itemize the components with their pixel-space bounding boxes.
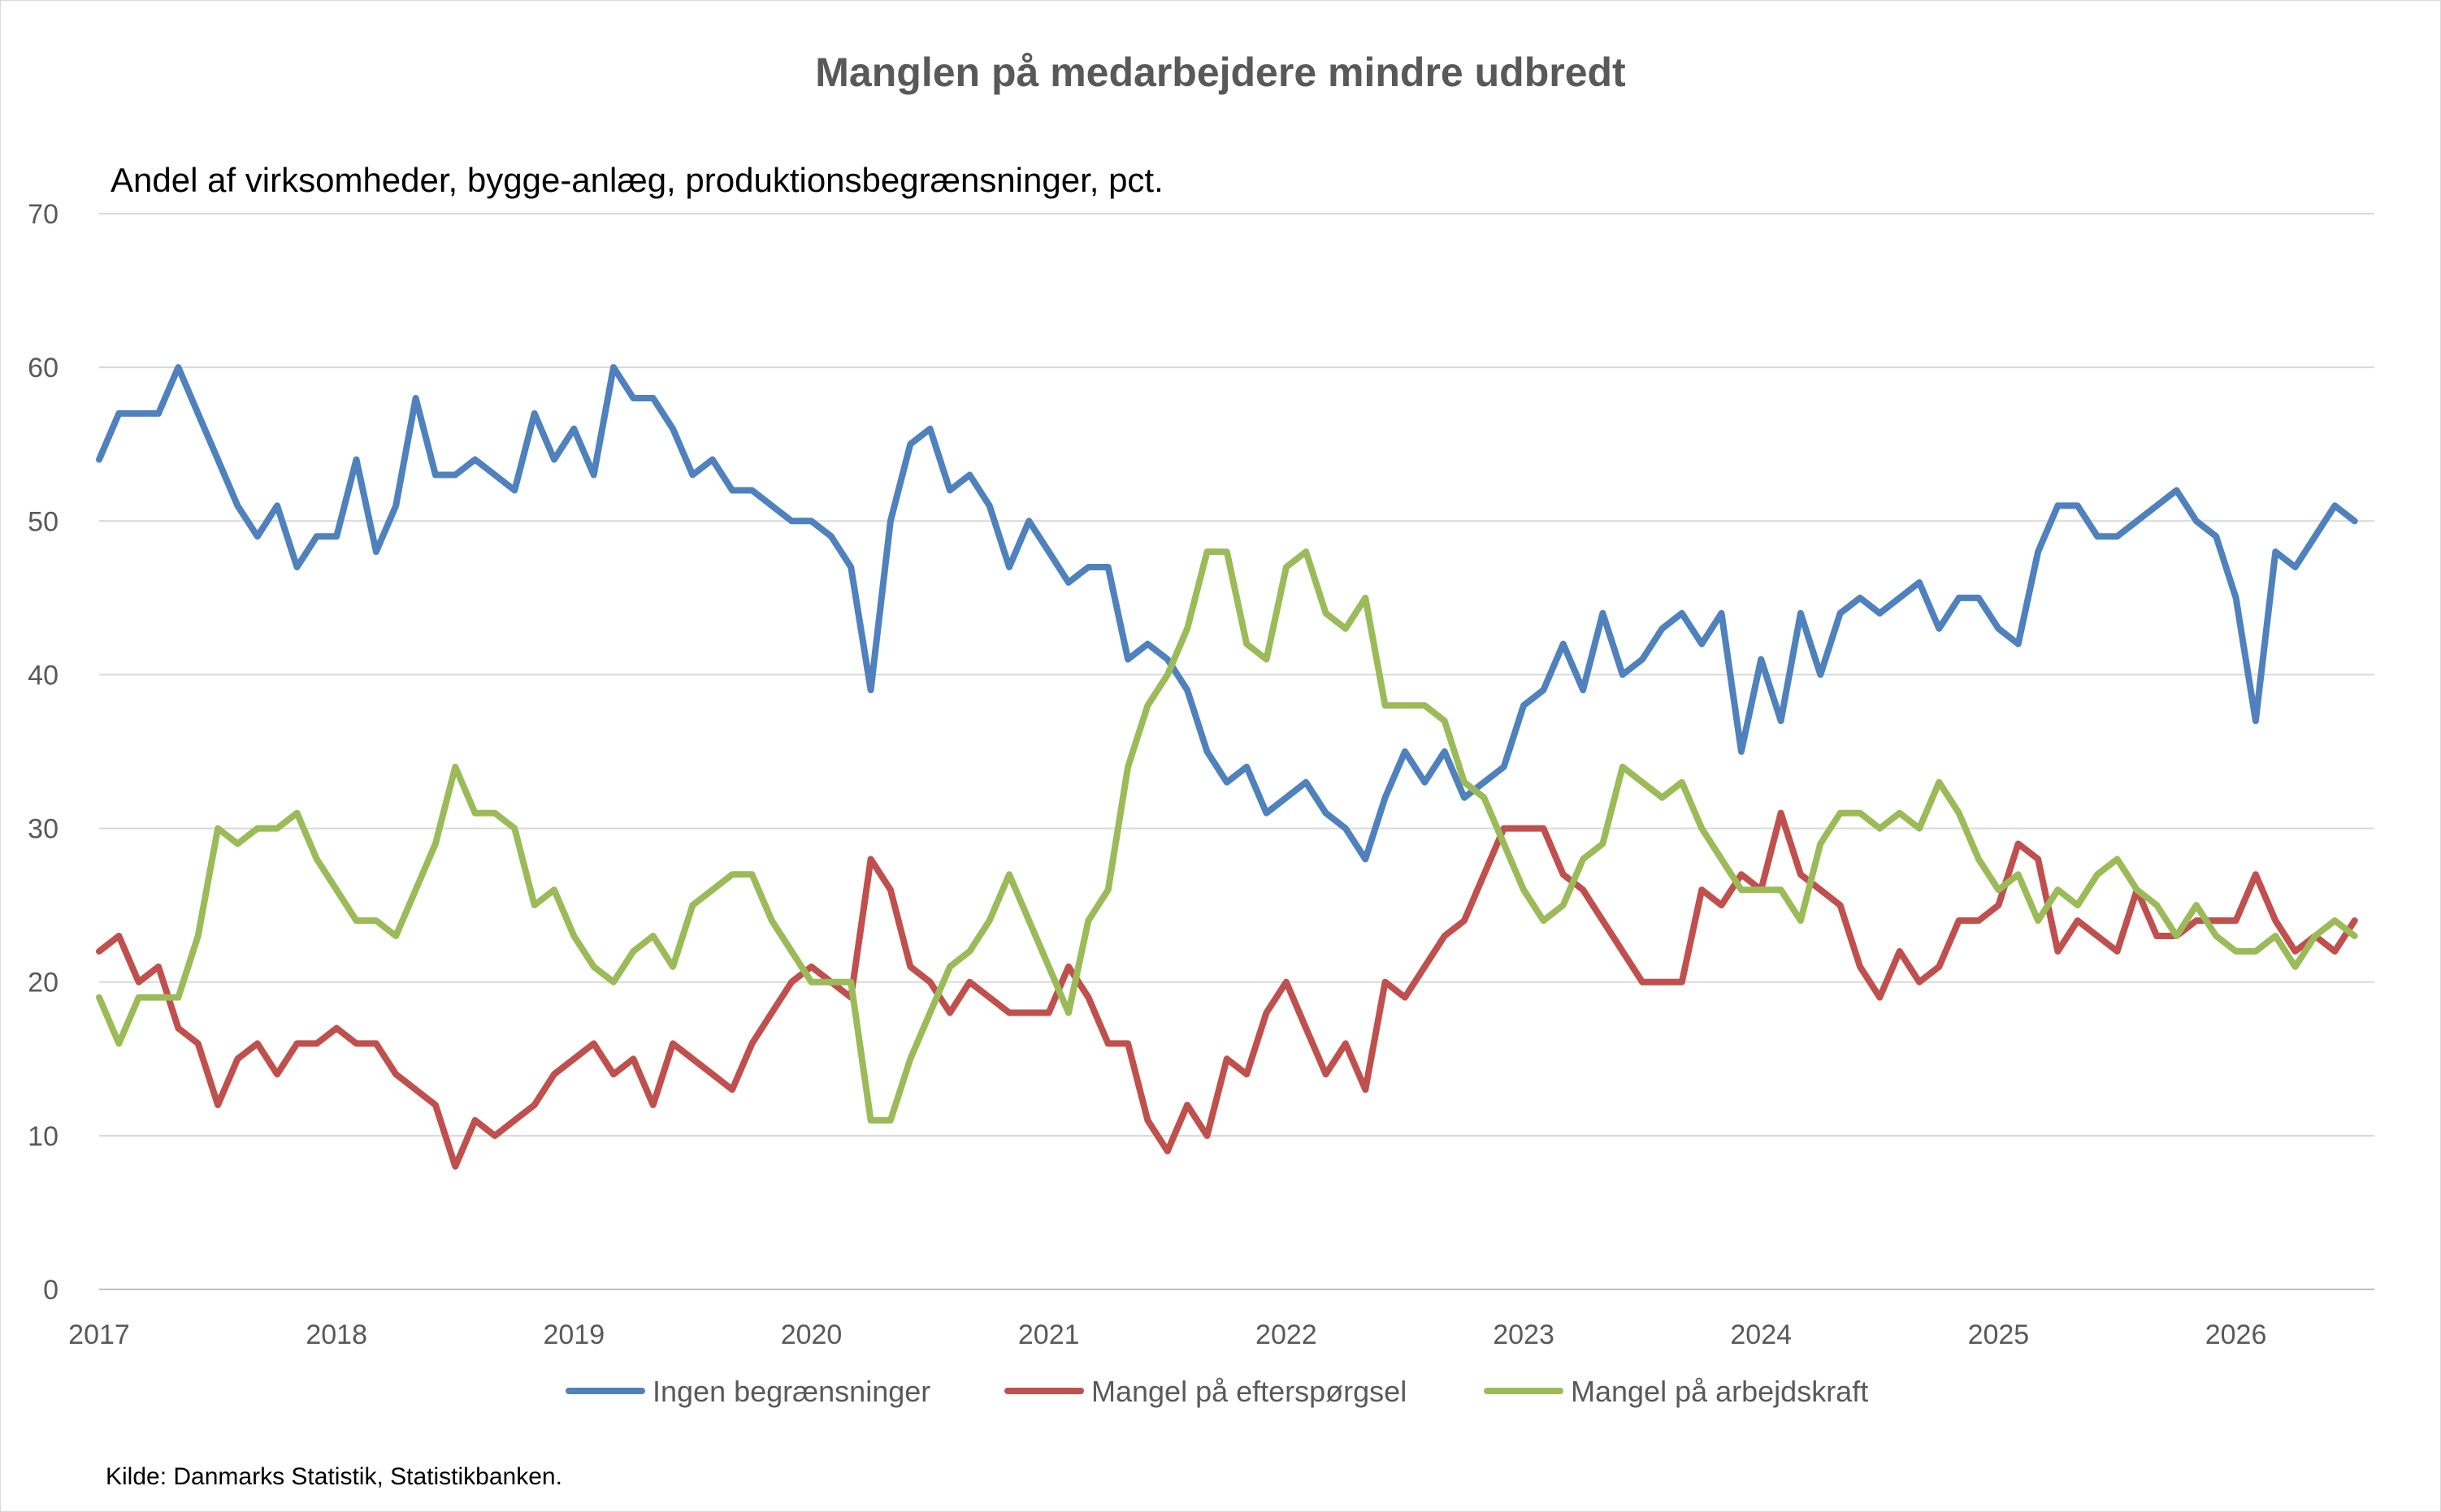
x-tick-label: 2026 xyxy=(2205,1319,2267,1350)
series-lines xyxy=(96,364,2358,1170)
x-tick-label: 2017 xyxy=(68,1319,130,1350)
y-tick-label: 10 xyxy=(28,1121,59,1152)
y-tick-label: 30 xyxy=(28,814,59,845)
legend: Ingen begrænsninger Mangel på efterspørgs… xyxy=(566,1375,1868,1408)
x-tick-label: 2022 xyxy=(1255,1319,1317,1350)
x-tick-label: 2025 xyxy=(1968,1319,2030,1350)
y-tick-label: 40 xyxy=(28,660,59,691)
legend-label-2: Mangel på efterspørgsel xyxy=(1091,1375,1407,1408)
axes: 0 10 20 30 40 50 60 70 2017 2018 2019 2020 2021 2022 2… xyxy=(28,199,2374,1350)
chart-title: Manglen på medarbejdere mindre udbredt xyxy=(815,50,1626,95)
legend-label-1: Ingen begrænsninger xyxy=(653,1375,930,1408)
x-tick-label: 2019 xyxy=(544,1319,605,1350)
x-tick-label: 2024 xyxy=(1730,1319,1792,1350)
y-tick-label: 0 xyxy=(43,1275,59,1306)
y-tick-label: 50 xyxy=(28,506,59,537)
x-tick-label: 2020 xyxy=(781,1319,843,1350)
x-tick-label: 2023 xyxy=(1493,1319,1554,1350)
series-line-1 xyxy=(96,364,2358,863)
series-line-3 xyxy=(96,548,2358,1124)
legend-label-3: Mangel på arbejdskraft xyxy=(1571,1375,1868,1408)
y-tick-label: 70 xyxy=(28,199,59,230)
y-tick-label: 20 xyxy=(28,968,59,999)
chart-subtitle: Andel af virksomheder, bygge-anlæg, prod… xyxy=(111,161,1164,199)
series-line-2 xyxy=(96,809,2358,1170)
x-tick-label: 2018 xyxy=(306,1319,367,1350)
y-tick-label: 60 xyxy=(28,353,59,383)
x-tick-label: 2021 xyxy=(1018,1319,1080,1350)
gridlines xyxy=(99,213,2374,1137)
source-note: Kilde: Danmarks Statistik, Statistikbank… xyxy=(106,1463,562,1490)
